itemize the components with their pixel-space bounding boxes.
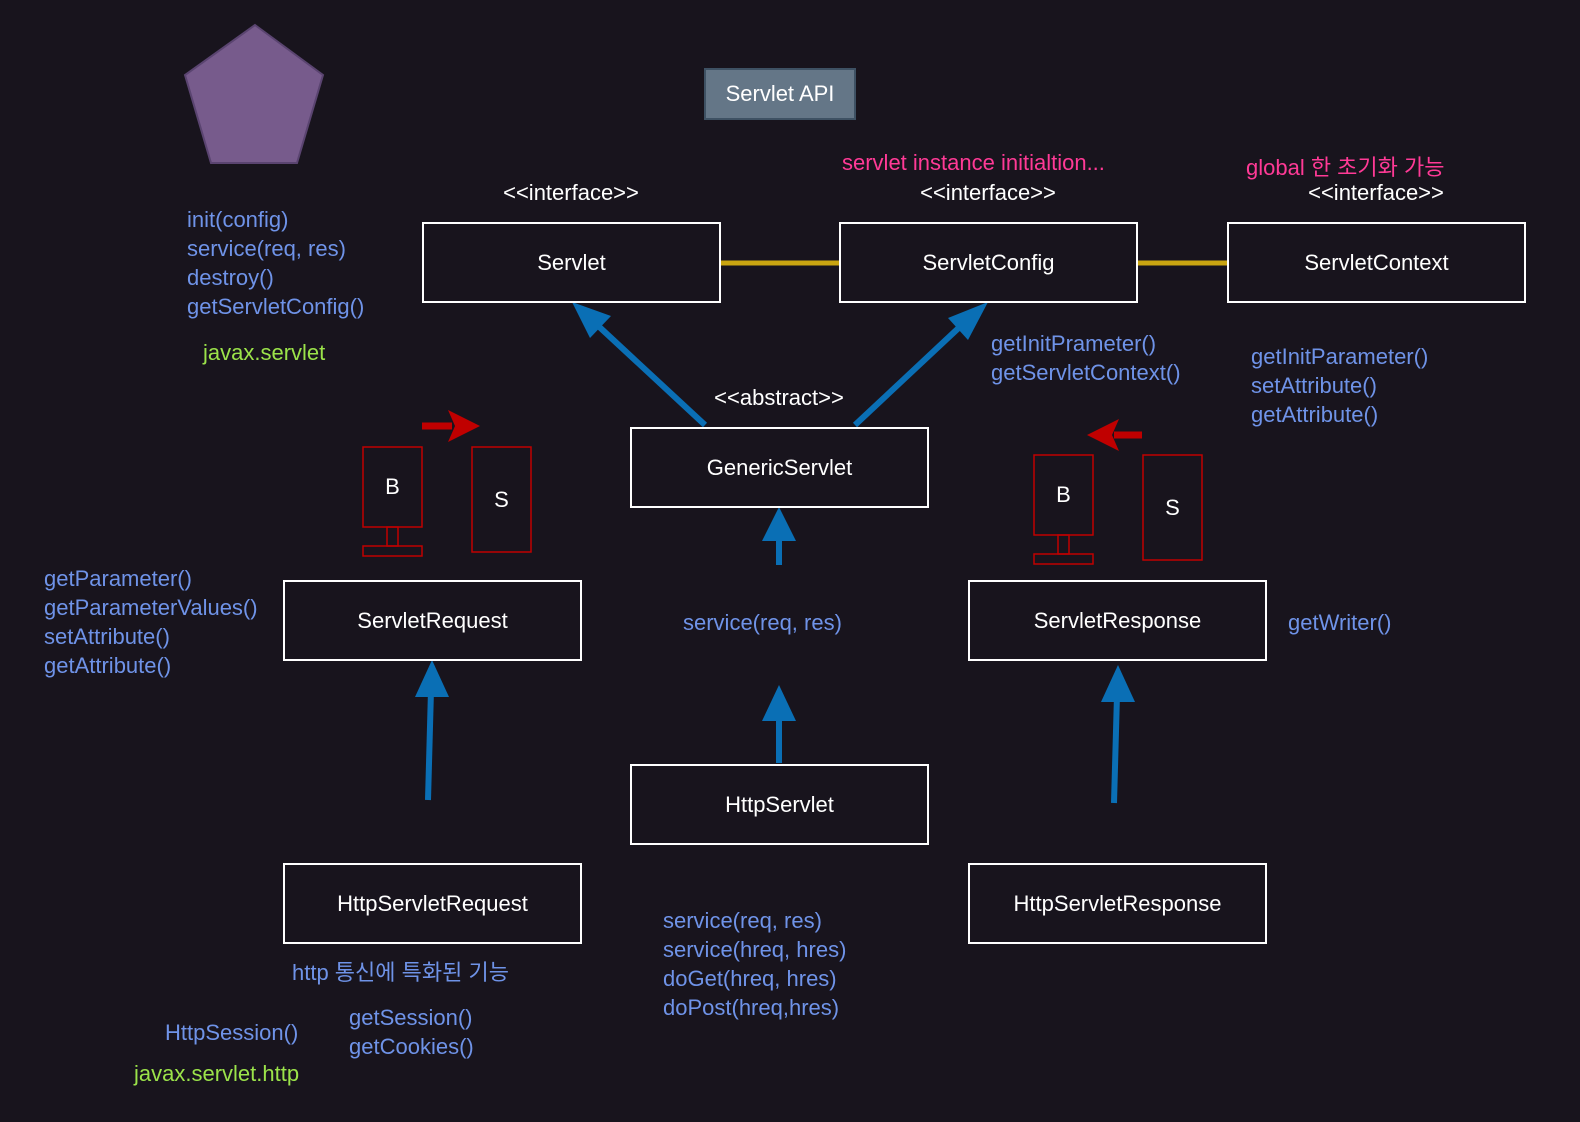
servlet-context-methods: getInitParameter() setAttribute() getAtt… bbox=[1251, 343, 1428, 430]
method-item: getServletConfig() bbox=[187, 294, 365, 319]
config-note: servlet instance initialtion... bbox=[842, 150, 1105, 175]
method-item: getParameterValues() bbox=[44, 595, 258, 620]
servlet-context-stereotype: <<interface>> bbox=[1308, 180, 1444, 205]
servlet-methods: init(config) service(req, res) destroy()… bbox=[187, 205, 364, 321]
context-note: global 한 초기화 가능 bbox=[1246, 155, 1445, 180]
method-item: doPost(hreq,hres) bbox=[663, 995, 840, 1020]
generic-servlet-node: GenericServlet bbox=[630, 427, 929, 508]
servlet-context-node: ServletContext bbox=[1227, 222, 1526, 303]
http-servlet-request-node: HttpServletRequest bbox=[283, 863, 582, 944]
http-session-label: HttpSession() bbox=[165, 1020, 299, 1045]
servlet-response-methods: getWriter() bbox=[1288, 608, 1392, 637]
browser-label: B bbox=[385, 474, 400, 499]
method-item: setAttribute() bbox=[44, 624, 170, 649]
browser-label: B bbox=[1056, 482, 1071, 507]
method-item: getInitParameter() bbox=[1251, 344, 1429, 369]
servlet-request-node: ServletRequest bbox=[283, 580, 582, 661]
http-servlet-node: HttpServlet bbox=[630, 764, 929, 845]
servlet-node: Servlet bbox=[422, 222, 721, 303]
http-servlet-request-methods: getSession() getCookies() bbox=[349, 1003, 474, 1061]
generic-servlet-stereotype: <<abstract>> bbox=[714, 385, 844, 410]
method-item: init(config) bbox=[187, 207, 289, 232]
method-item: getServletContext() bbox=[991, 360, 1181, 385]
method-item: service(hreq, hres) bbox=[663, 937, 847, 962]
server-icon bbox=[1142, 454, 1203, 561]
method-item: setAttribute() bbox=[1251, 373, 1377, 398]
servlet-request-methods: getParameter() getParameterValues() setA… bbox=[44, 564, 258, 680]
pentagon-icon bbox=[183, 23, 325, 164]
http-servlet-response-node: HttpServletResponse bbox=[968, 863, 1267, 944]
generic-servlet-methods: service(req, res) bbox=[683, 608, 842, 637]
method-item: getWriter() bbox=[1288, 610, 1392, 635]
arrow-browser-to-server bbox=[422, 410, 480, 442]
method-item: getCookies() bbox=[349, 1034, 474, 1059]
method-item: service(req, res) bbox=[187, 236, 346, 261]
method-item: getSession() bbox=[349, 1005, 473, 1030]
arrow-http-servlet-up bbox=[762, 685, 796, 763]
package-label-servlet: javax.servlet bbox=[203, 340, 326, 365]
arrow-http-request-to-request bbox=[415, 660, 449, 801]
method-item: getInitPrameter() bbox=[991, 331, 1157, 356]
server-icon bbox=[471, 446, 532, 553]
server-label: S bbox=[1165, 494, 1180, 520]
servlet-config-methods: getInitPrameter() getServletContext() bbox=[991, 329, 1181, 387]
diagram-title: Servlet API bbox=[704, 68, 856, 120]
arrow-http-response-to-response bbox=[1101, 665, 1135, 804]
arrow-generic-to-servlet bbox=[572, 302, 708, 428]
arrow-service-to-generic bbox=[762, 507, 796, 565]
monitor-icon bbox=[362, 446, 423, 557]
method-item: getAttribute() bbox=[44, 653, 172, 678]
package-label-http: javax.servlet.http bbox=[134, 1061, 300, 1086]
method-item: getAttribute() bbox=[1251, 402, 1379, 427]
servlet-config-stereotype: <<interface>> bbox=[920, 180, 1056, 205]
server-label: S bbox=[494, 486, 509, 512]
method-item: getParameter() bbox=[44, 566, 192, 591]
http-servlet-methods: service(req, res) service(hreq, hres) do… bbox=[663, 906, 846, 1022]
servlet-config-node: ServletConfig bbox=[839, 222, 1138, 303]
http-request-note: http 통신에 특화된 기능 bbox=[292, 960, 509, 985]
arrow-generic-to-config bbox=[852, 302, 988, 428]
arrow-server-to-browser bbox=[1087, 419, 1142, 451]
servlet-stereotype: <<interface>> bbox=[503, 180, 639, 205]
method-item: service(req, res) bbox=[663, 908, 822, 933]
method-item: doGet(hreq, hres) bbox=[663, 966, 837, 991]
method-item: service(req, res) bbox=[683, 610, 842, 635]
monitor-icon bbox=[1033, 454, 1094, 565]
method-item: destroy() bbox=[187, 265, 274, 290]
servlet-response-node: ServletResponse bbox=[968, 580, 1267, 661]
